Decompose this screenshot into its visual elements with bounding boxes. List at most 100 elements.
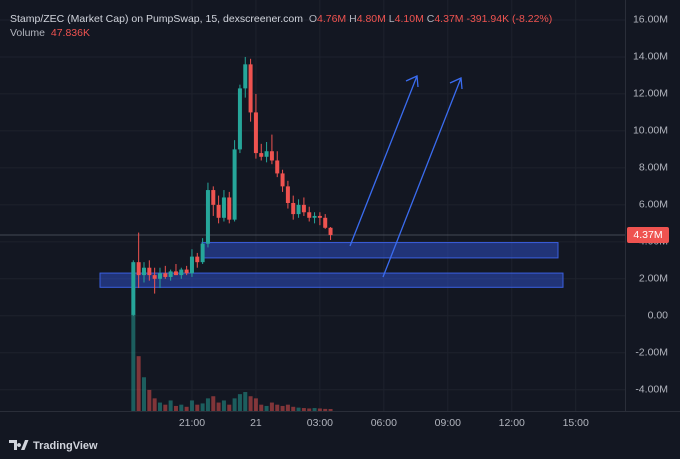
ohlc-key: C	[426, 13, 435, 25]
volume-bar	[301, 408, 306, 411]
candle-body	[211, 190, 216, 205]
volume-bar	[147, 389, 152, 411]
volume-bar	[323, 408, 328, 411]
x-tick-label: 21	[250, 417, 262, 429]
candle-body	[179, 269, 184, 276]
volume-pane	[131, 314, 333, 411]
last-price-box	[627, 226, 669, 243]
candle-body	[280, 173, 285, 187]
x-tick-label: 03:00	[307, 417, 333, 429]
ohlc-key: O	[308, 13, 317, 25]
candle-body	[259, 153, 264, 157]
candle-body	[285, 186, 290, 204]
volume-bar	[280, 405, 285, 411]
candle-body	[227, 197, 232, 220]
ohlc-value: 4.10M	[394, 13, 424, 25]
y-tick-label: -2.00M	[635, 347, 668, 359]
y-tick-label: 10.00M	[633, 125, 668, 137]
volume-bar	[168, 400, 173, 411]
candle-body	[312, 215, 317, 218]
y-tick-label: 8.00M	[639, 162, 668, 174]
grid	[0, 0, 625, 411]
y-tick-label: 2.00M	[639, 273, 668, 285]
legend: Stamp/ZEC (Market Cap) on PumpSwap, 15, …	[10, 12, 552, 40]
ohlc-value: 4.76M	[316, 13, 347, 25]
axes: 16.00M14.00M12.00M10.00M8.00M6.00M4.00M2…	[179, 14, 669, 429]
zone	[99, 272, 564, 288]
x-tick-label: 09:00	[435, 417, 461, 429]
candle-body	[184, 269, 189, 274]
last-price-label: 4.37M	[633, 229, 662, 241]
candle-body	[136, 262, 141, 276]
volume-bar	[227, 404, 232, 411]
candle-body	[147, 267, 152, 276]
candle-body	[296, 204, 301, 215]
candle-body	[307, 212, 312, 218]
volume-bar	[285, 404, 290, 411]
candle-body	[243, 64, 248, 89]
volume-bar	[136, 356, 141, 411]
candle-body	[323, 217, 328, 228]
legend-row: Stamp/ZEC (Market Cap) on PumpSwap, 15, …	[10, 12, 552, 26]
x-tick-label: 15:00	[563, 417, 589, 429]
x-tick-label: 06:00	[371, 417, 397, 429]
volume-bar	[296, 407, 301, 411]
candle-body	[248, 64, 253, 113]
candle-body	[264, 151, 269, 157]
candle-body	[157, 273, 162, 279]
volume-bar	[328, 408, 333, 411]
y-tick-label: 0.00	[648, 310, 669, 322]
candle-body	[328, 227, 333, 235]
volume-bar	[163, 404, 168, 411]
brand: TradingView	[9, 440, 98, 452]
candle-body	[163, 273, 168, 277]
legend-change: -391.94K (-8.22%)	[466, 13, 553, 25]
volume-bar	[211, 396, 216, 411]
candle-body	[232, 149, 237, 220]
brand-name: TradingView	[33, 440, 98, 452]
candle-body	[216, 204, 221, 218]
volume-bar	[232, 398, 237, 411]
volume-bar	[259, 404, 264, 411]
volume-bar	[264, 405, 269, 411]
y-tick-label: 6.00M	[639, 199, 668, 211]
candle-body	[237, 88, 242, 150]
x-tick-label: 12:00	[499, 417, 525, 429]
volume-bar	[152, 398, 157, 411]
candle-body	[301, 204, 306, 213]
candle-body	[168, 271, 173, 277]
volume-bar	[173, 405, 178, 411]
volume-bar	[243, 392, 248, 411]
y-tick-label: 14.00M	[633, 51, 668, 63]
volume-bar	[195, 404, 200, 411]
candles	[131, 56, 333, 316]
volume-value: 47.836K	[50, 27, 90, 39]
candle-body	[189, 256, 194, 274]
candle-body	[152, 275, 157, 279]
zone	[201, 242, 559, 259]
volume-bar	[248, 396, 253, 411]
volume-bar	[216, 402, 221, 411]
volume-bar	[157, 402, 162, 411]
volume-bar	[307, 408, 312, 411]
volume-bar	[317, 408, 322, 411]
volume-bar	[189, 400, 194, 411]
volume-bar	[237, 394, 242, 411]
legend-title: Stamp/ZEC (Market Cap) on PumpSwap, 15, …	[10, 13, 303, 25]
y-tick-label: 12.00M	[633, 88, 668, 100]
arrows	[349, 75, 463, 278]
candle-body	[275, 160, 280, 174]
x-tick-label: 21:00	[179, 417, 205, 429]
arrow-head	[449, 77, 463, 90]
candle-body	[291, 203, 296, 215]
candle-body	[200, 243, 205, 263]
ohlc-value: 4.37M	[434, 13, 464, 25]
candle-body	[205, 190, 210, 244]
ohlc-key: L	[388, 13, 395, 25]
candle-body	[269, 151, 274, 161]
volume-bar	[253, 398, 258, 411]
candle-body	[253, 112, 258, 154]
candle-body	[141, 267, 146, 276]
y-tick-label: 16.00M	[633, 14, 668, 26]
